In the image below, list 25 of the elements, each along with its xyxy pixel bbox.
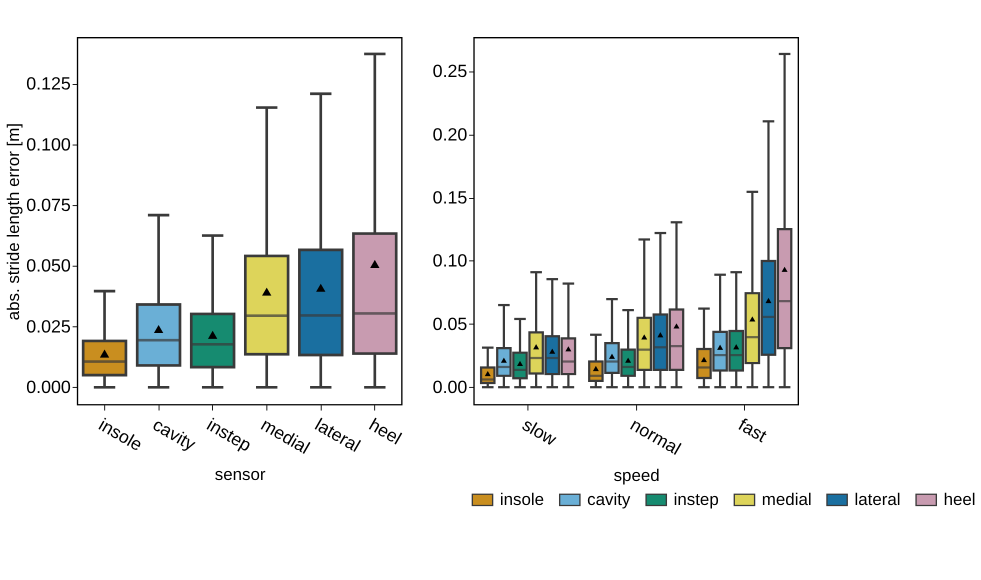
legend-label: medial <box>762 490 812 510</box>
y-tick-label: 0.025 <box>26 316 71 336</box>
y-tick-label: 0.10 <box>432 250 468 271</box>
x-tick-label: slow <box>518 414 560 450</box>
y-tick-label: 0.25 <box>432 61 468 82</box>
y-tick-label: 0.05 <box>432 314 468 334</box>
y-tick-label: 0.100 <box>26 134 71 154</box>
y-tick-label: 0.15 <box>432 187 468 208</box>
y-tick-label: 0.075 <box>26 194 71 215</box>
x-axis-title: sensor <box>214 464 266 484</box>
x-tick-label: fast <box>735 414 770 446</box>
x-tick-label: cavity <box>149 414 199 455</box>
x-axis-title: speed <box>614 466 660 485</box>
legend-label: lateral <box>854 490 901 510</box>
y-tick-label: 0.050 <box>26 256 71 276</box>
x-tick-label: heel <box>366 414 405 449</box>
y-tick-label: 0.000 <box>26 377 71 398</box>
legend-label: cavity <box>587 490 631 510</box>
legend-label: insole <box>500 490 544 510</box>
y-tick-label: 0.20 <box>432 124 468 144</box>
legend-label: heel <box>944 490 976 510</box>
y-axis-title: abs. stride length error [m] <box>4 122 24 320</box>
legend-label: instep <box>674 490 719 510</box>
y-tick-label: 0.00 <box>432 376 468 397</box>
y-tick-label: 0.125 <box>26 74 71 94</box>
